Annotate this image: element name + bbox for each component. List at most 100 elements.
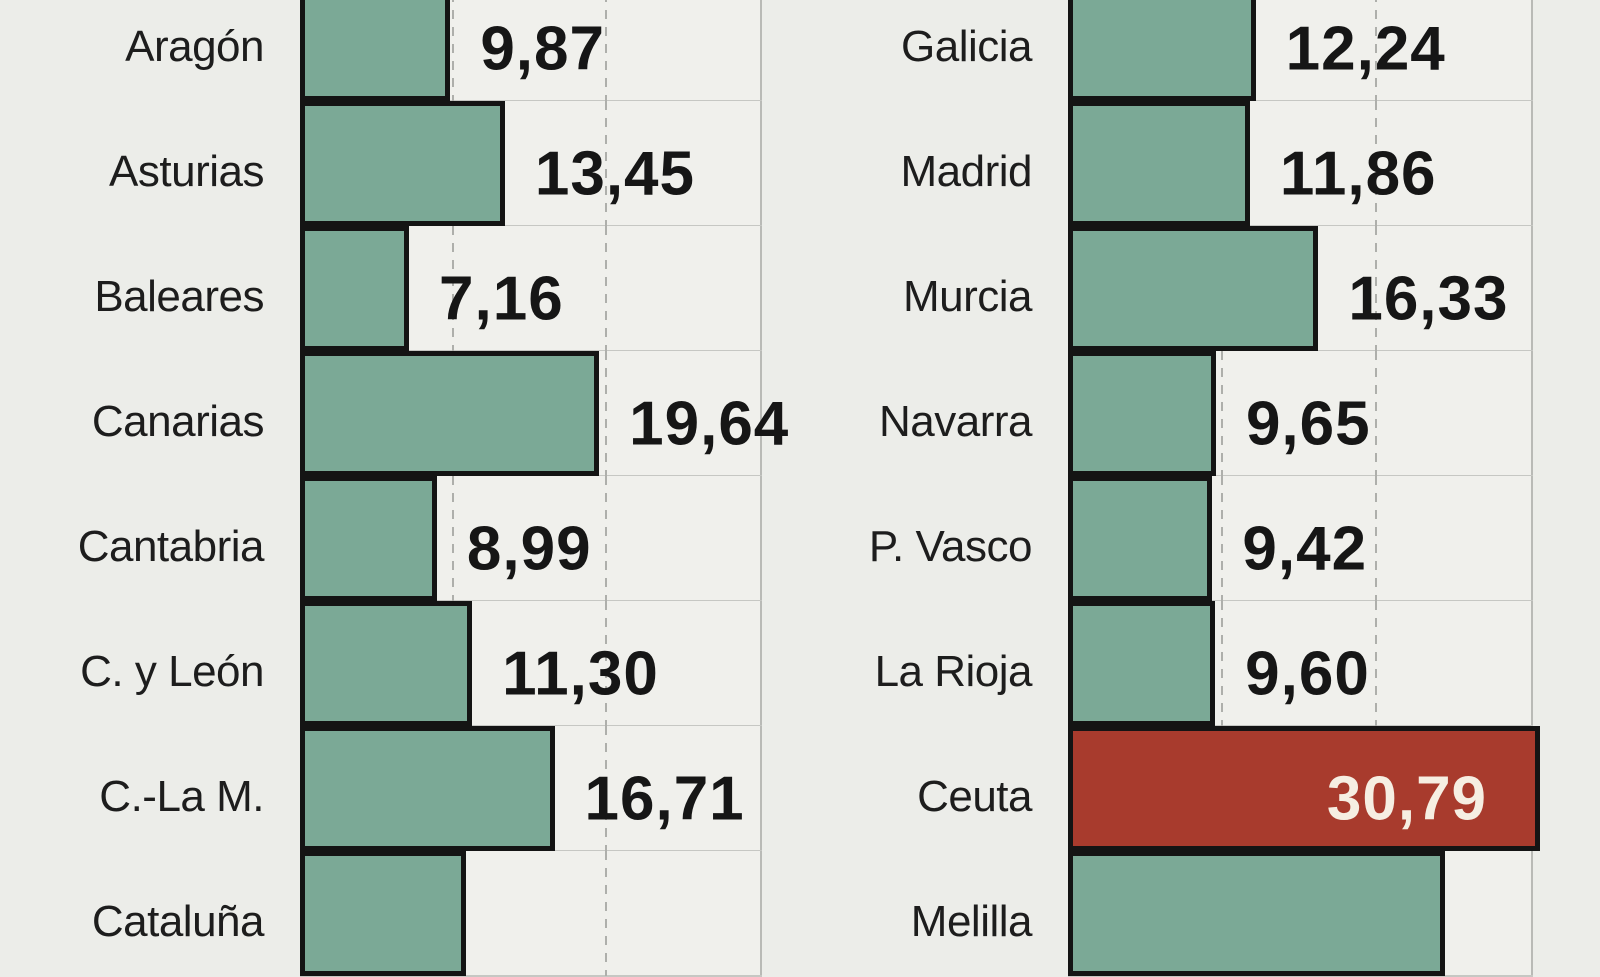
chart-row: Aragón 9,87 bbox=[0, 0, 762, 102]
region-label: Asturias bbox=[109, 146, 264, 196]
gridline-20 bbox=[604, 476, 607, 601]
bar bbox=[300, 851, 467, 976]
bar-track: 30,79 bbox=[1068, 726, 1541, 852]
region-label: Madrid bbox=[900, 146, 1033, 196]
bar bbox=[300, 101, 505, 226]
value-label: 16,33 bbox=[1348, 264, 1509, 333]
bar-track: 9,60 bbox=[1068, 601, 1533, 727]
value-label: 9,42 bbox=[1242, 514, 1368, 583]
region-label-cell: C.-La M. bbox=[0, 726, 300, 851]
gridline-20 bbox=[1374, 226, 1377, 351]
region-label: Cataluña bbox=[91, 896, 265, 946]
gridline-10 bbox=[452, 476, 455, 601]
gridline-20 bbox=[1374, 476, 1377, 601]
chart-row: Asturias 13,45 bbox=[0, 101, 762, 227]
chart-column-left: Aragón 9,87 Asturias 13,45 Baleares 7,16 Canar… bbox=[0, 0, 788, 977]
value-label: 12,24 bbox=[1285, 14, 1446, 83]
bar bbox=[300, 476, 437, 601]
region-label: Murcia bbox=[902, 271, 1033, 321]
region-label-cell: La Rioja bbox=[768, 601, 1068, 726]
chart-row: C.-La M. 16,71 bbox=[0, 726, 762, 852]
region-label: Ceuta bbox=[917, 771, 1032, 821]
chart-row: Madrid 11,86 bbox=[768, 101, 1533, 227]
region-label-cell: Navarra bbox=[768, 351, 1068, 476]
bar bbox=[1068, 0, 1256, 101]
bar-track: 8,99 bbox=[300, 476, 762, 602]
region-label-cell: Asturias bbox=[0, 101, 300, 226]
value-label: 9,65 bbox=[1245, 389, 1371, 458]
gridline-10 bbox=[1221, 351, 1224, 476]
value-label: 9,87 bbox=[480, 14, 605, 83]
value-label: 8,99 bbox=[466, 514, 592, 583]
value-label: 11,86 bbox=[1279, 139, 1437, 208]
bar bbox=[1068, 476, 1213, 601]
gridline-20 bbox=[604, 601, 607, 726]
bar bbox=[1068, 351, 1216, 476]
chart-row: P. Vasco 9,42 bbox=[768, 476, 1533, 602]
bar-track: 7,16 bbox=[300, 226, 762, 352]
bar bbox=[1068, 851, 1446, 976]
value-label: 11,30 bbox=[502, 639, 659, 708]
bar-track: 9,65 bbox=[1068, 351, 1533, 477]
value-label: 30,79 bbox=[1326, 764, 1488, 833]
bar-track: 11,86 bbox=[1068, 101, 1533, 227]
chart-column-right: Galicia 12,24 Madrid 11,86 Murcia 16,33 Navarr… bbox=[768, 0, 1541, 977]
region-label: P. Vasco bbox=[868, 521, 1033, 571]
gridline-20 bbox=[1374, 351, 1377, 476]
gridline-20 bbox=[604, 351, 607, 476]
chart-row: Cantabria 8,99 bbox=[0, 476, 762, 602]
gridline-10 bbox=[1221, 476, 1224, 601]
region-label: Baleares bbox=[94, 271, 264, 321]
gridline-10 bbox=[452, 0, 455, 101]
gridline-10 bbox=[1221, 601, 1224, 726]
region-label: Navarra bbox=[879, 396, 1033, 446]
gridline-20 bbox=[1374, 101, 1377, 226]
region-label-cell: Canarias bbox=[0, 351, 300, 476]
region-label-cell: Cantabria bbox=[0, 476, 300, 601]
chart-row: Navarra 9,65 bbox=[768, 351, 1533, 477]
value-label: 19,64 bbox=[629, 389, 790, 458]
bar-track: 9,87 bbox=[300, 0, 762, 102]
bar bbox=[300, 726, 555, 851]
region-label-cell: Ceuta bbox=[768, 726, 1068, 851]
gridline-20 bbox=[1374, 601, 1377, 726]
region-label-cell: Cataluña bbox=[0, 851, 300, 976]
chart-row: Melilla bbox=[768, 851, 1533, 977]
region-label: Cantabria bbox=[77, 521, 265, 571]
bar bbox=[300, 226, 410, 351]
bar bbox=[1068, 226, 1319, 351]
chart-row: Canarias 19,64 bbox=[0, 351, 788, 477]
value-label: 16,71 bbox=[584, 764, 745, 833]
gridline-10 bbox=[452, 226, 455, 351]
chart-row: Galicia 12,24 bbox=[768, 0, 1533, 102]
region-label: C.-La M. bbox=[99, 771, 264, 821]
region-label-cell: Baleares bbox=[0, 226, 300, 351]
bar-track: 11,30 bbox=[300, 601, 762, 727]
bar-track: 19,64 bbox=[300, 351, 788, 477]
bar-track: 13,45 bbox=[300, 101, 762, 227]
bar bbox=[300, 351, 600, 476]
chart-row: C. y León 11,30 bbox=[0, 601, 762, 727]
bar bbox=[1068, 601, 1216, 726]
bar-track: 16,33 bbox=[1068, 226, 1533, 352]
bar bbox=[1068, 726, 1541, 851]
bar-track bbox=[1068, 851, 1533, 977]
bar bbox=[1068, 101, 1250, 226]
chart-row: Baleares 7,16 bbox=[0, 226, 762, 352]
gridline-20 bbox=[604, 851, 607, 976]
bar-track bbox=[300, 851, 762, 977]
region-label-cell: Murcia bbox=[768, 226, 1068, 351]
chart-row: Murcia 16,33 bbox=[768, 226, 1533, 352]
region-label-cell: C. y León bbox=[0, 601, 300, 726]
gridline-20 bbox=[1374, 0, 1377, 101]
value-label: 7,16 bbox=[439, 264, 564, 333]
bar-track: 16,71 bbox=[300, 726, 762, 852]
region-label: La Rioja bbox=[874, 646, 1033, 696]
region-label: Aragón bbox=[125, 21, 264, 71]
region-label-cell: Madrid bbox=[768, 101, 1068, 226]
region-label: C. y León bbox=[80, 646, 264, 696]
gridline-20 bbox=[604, 226, 607, 351]
region-label: Galicia bbox=[901, 21, 1033, 71]
chart-row: Cataluña bbox=[0, 851, 762, 977]
region-label-cell: Melilla bbox=[768, 851, 1068, 976]
